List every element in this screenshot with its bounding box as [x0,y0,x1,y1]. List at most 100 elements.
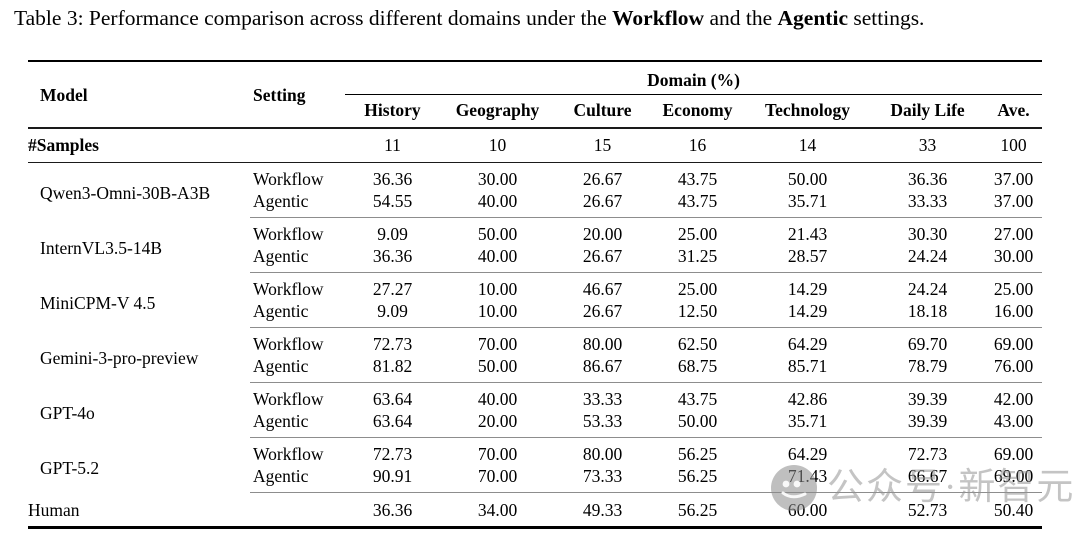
col-header-culture: Culture [555,94,650,129]
score-cell: 31.25 [650,245,745,273]
score-cell: 71.43 [745,465,870,493]
score-cell: 80.00 [582,444,623,464]
samples-value: 14 [745,128,870,163]
score-cell: 85.71 [745,355,870,383]
model-row-agentic: Agentic 54.55 40.00 26.67 43.75 35.71 33.33 37.… [28,190,1043,218]
score-cell: 42.00 [993,389,1034,409]
score-cell: 14.29 [787,279,828,299]
samples-value: 10 [440,128,555,163]
samples-value: 11 [345,128,440,163]
model-row-agentic: Agentic 90.91 70.00 73.33 56.25 71.43 66.67 69.… [28,465,1043,493]
score-cell: 39.39 [870,410,985,438]
score-cell: 50.40 [985,492,1043,529]
header-row-1: Model Setting Domain (%) [28,61,1043,129]
score-cell: 50.00 [787,169,828,189]
score-cell: 43.75 [677,169,718,189]
setting-label: Agentic [250,245,345,273]
score-cell: 27.00 [993,224,1034,244]
score-cell: 35.71 [745,190,870,218]
score-cell: 43.00 [985,410,1043,438]
caption-bold-agentic: Agentic [777,6,848,30]
col-header-technology: Technology [745,94,870,129]
score-cell: 76.00 [985,355,1043,383]
samples-label: #Samples [28,128,250,163]
samples-value: 33 [870,128,985,163]
score-cell: 40.00 [477,389,518,409]
score-cell: 26.67 [555,300,650,328]
score-cell: 10.00 [477,279,518,299]
score-cell: 37.00 [993,169,1034,189]
score-cell: 16.00 [985,300,1043,328]
score-cell: 56.25 [650,465,745,493]
score-cell: 10.00 [440,300,555,328]
performance-table: Model Setting Domain (%) History Geograph… [28,60,1043,529]
score-cell: 80.00 [582,334,623,354]
model-name: Gemini-3-pro-preview [40,347,199,368]
model-row-workflow: MiniCPM-V 4.5 Workflow 27.27 10.00 46.67 25.0… [28,273,1042,313]
model-row-workflow: GPT-5.2 Workflow 72.73 70.00 80.00 56.25 64.29… [28,438,1042,478]
score-cell: 35.71 [745,410,870,438]
score-cell: 33.33 [870,190,985,218]
model-row-agentic: Agentic 36.36 40.00 26.67 31.25 28.57 24.24 30.… [28,245,1043,273]
samples-value: 16 [650,128,745,163]
model-row-workflow: Gemini-3-pro-preview Workflow 72.73 70.00 80… [28,328,1042,368]
score-cell: 25.00 [677,224,718,244]
score-cell: 27.27 [372,279,413,299]
score-cell: 72.73 [907,444,948,464]
score-cell: 69.00 [993,334,1034,354]
score-cell: 26.67 [582,169,623,189]
setting-label: Workflow [253,444,324,464]
model-row-workflow: Qwen3-Omni-30B-A3B Workflow 36.36 30.00 26.6… [28,163,1042,203]
score-cell: 73.33 [555,465,650,493]
score-cell: 40.00 [440,245,555,273]
score-cell: 49.33 [555,492,650,529]
table-caption: Table 3: Performance comparison across d… [14,5,1074,31]
score-cell: 36.36 [907,169,948,189]
caption-text: settings. [847,6,925,30]
model-row-workflow: GPT-4o Workflow 63.64 40.00 33.33 43.75 42.86 3… [28,383,1042,423]
col-header-ave-: Ave. [985,94,1043,129]
col-header-domain: Domain (%) [345,61,1043,95]
score-cell: 90.91 [345,465,440,493]
samples-value: 15 [555,128,650,163]
score-cell: 37.00 [985,190,1043,218]
score-cell: 25.00 [993,279,1034,299]
model-row-agentic: Agentic 81.82 50.00 86.67 68.75 85.71 78.79 76.… [28,355,1043,383]
score-cell: 30.00 [477,169,518,189]
score-cell: 18.18 [870,300,985,328]
samples-setting-empty [250,128,345,163]
model-name: GPT-5.2 [40,457,100,478]
setting-label: Agentic [250,465,345,493]
model-name: Qwen3-Omni-30B-A3B [40,182,211,203]
score-cell: 69.00 [985,465,1043,493]
score-cell: 56.25 [650,492,745,529]
samples-row: #Samples 11 10 15 16 14 33 100 [28,128,1043,163]
score-cell: 50.00 [477,224,518,244]
model-name: MiniCPM-V 4.5 [40,292,156,313]
score-cell: 20.00 [440,410,555,438]
score-cell: 46.67 [582,279,623,299]
score-cell: 86.67 [555,355,650,383]
model-name: GPT-4o [40,402,95,423]
human-setting-empty [250,492,345,529]
setting-label: Workflow [253,334,324,354]
score-cell: 12.50 [650,300,745,328]
setting-label: Workflow [253,389,324,409]
score-cell: 30.00 [985,245,1043,273]
setting-label: Agentic [250,190,345,218]
score-cell: 64.29 [787,334,828,354]
model-name: InternVL3.5-14B [40,237,162,258]
caption-text: Table 3: Performance comparison across d… [14,6,613,30]
score-cell: 39.39 [907,389,948,409]
setting-label: Agentic [250,300,345,328]
caption-bold-workflow: Workflow [612,6,705,30]
score-cell: 53.33 [555,410,650,438]
score-cell: 50.00 [650,410,745,438]
header-row-2: History Geography Culture Economy Technology… [28,94,1043,129]
score-cell: 62.50 [677,334,718,354]
score-cell: 78.79 [870,355,985,383]
score-cell: 26.67 [555,190,650,218]
score-cell: 34.00 [440,492,555,529]
score-cell: 63.64 [345,410,440,438]
